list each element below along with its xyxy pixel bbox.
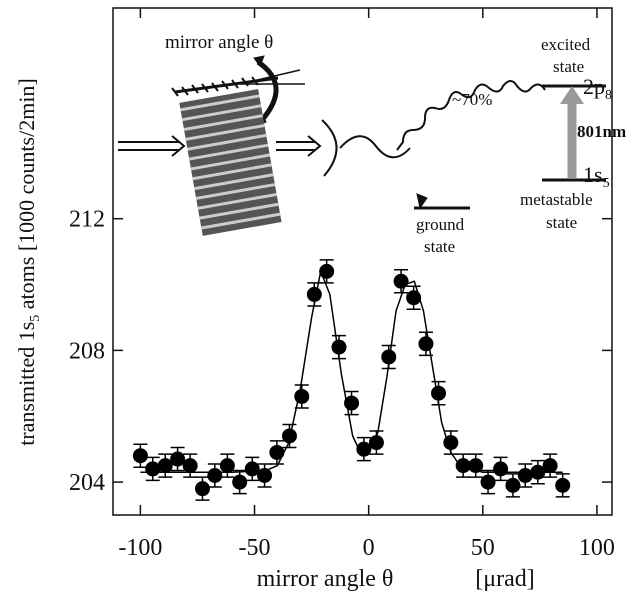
data-point: [505, 477, 521, 493]
y-axis-label: transmitted 1s5 atoms [1000 counts/2min]: [14, 78, 43, 446]
inset-label: 801nm: [577, 122, 626, 141]
y-tick-label: 212: [69, 207, 105, 233]
inset-labels: mirror angle θ excited state 2p8 ~70% 80…: [165, 32, 626, 256]
data-point: [542, 458, 558, 474]
inset-label: 1s5: [583, 162, 610, 191]
inset-label: state: [553, 57, 584, 76]
inset-label: state: [424, 237, 455, 256]
data-point: [306, 286, 322, 302]
x-tick-label: 50: [471, 535, 495, 561]
inset-label: 2p8: [583, 74, 612, 103]
y-axis-label-part: atoms [1000 counts/2min]: [14, 78, 39, 314]
data-point: [393, 273, 409, 289]
data-point: [232, 474, 248, 490]
data-point: [207, 467, 223, 483]
x-axis-label: mirror angle θ: [257, 566, 394, 591]
inset-label: mirror angle θ: [165, 32, 273, 53]
data-point: [431, 385, 447, 401]
inset-label-sub: 5: [603, 176, 610, 191]
x-tick-label: 100: [579, 535, 615, 561]
x-tick-label: -50: [239, 535, 271, 561]
inset-levels: [396, 80, 606, 210]
data-point: [219, 458, 235, 474]
data-point: [257, 467, 273, 483]
inset-label: ground: [416, 215, 465, 234]
inset-label: 1s: [583, 162, 603, 187]
y-axis-label-part: transmitted 1s: [14, 322, 39, 446]
inset-label: 2p: [583, 74, 605, 99]
data-point: [406, 290, 422, 306]
plot-frame: [112, 7, 613, 516]
x-tick-label: 0: [363, 535, 375, 561]
inset-label-sub: 8: [605, 88, 612, 103]
data-point: [269, 444, 285, 460]
data-point: [418, 336, 434, 352]
data-point: [294, 388, 310, 404]
data-point: [555, 477, 571, 493]
data-point: [194, 481, 210, 497]
data-point: [157, 458, 173, 474]
data-point: [170, 451, 186, 467]
data-point: [381, 349, 397, 365]
y-tick-label: 204: [69, 470, 105, 496]
x-tick-label: -100: [118, 535, 162, 561]
fit-line: [140, 268, 563, 473]
inset-label: excited: [541, 35, 591, 54]
data-point: [244, 461, 260, 477]
data-point: [480, 474, 496, 490]
data-point: [132, 448, 148, 464]
data-point: [145, 461, 161, 477]
inset-label: metastable: [520, 190, 593, 209]
inset-label: ~70%: [452, 90, 492, 109]
data-point: [493, 461, 509, 477]
inset-label: state: [546, 213, 577, 232]
data-point: [455, 458, 471, 474]
y-tick-label: 208: [69, 338, 105, 364]
data-point: [517, 467, 533, 483]
x-axis-unit: [μrad]: [475, 566, 535, 591]
y-axis-label-sub: 5: [28, 315, 43, 322]
data-point: [182, 458, 198, 474]
data-point: [368, 435, 384, 451]
inset-apparatus: [118, 55, 411, 236]
data-point: [331, 339, 347, 355]
